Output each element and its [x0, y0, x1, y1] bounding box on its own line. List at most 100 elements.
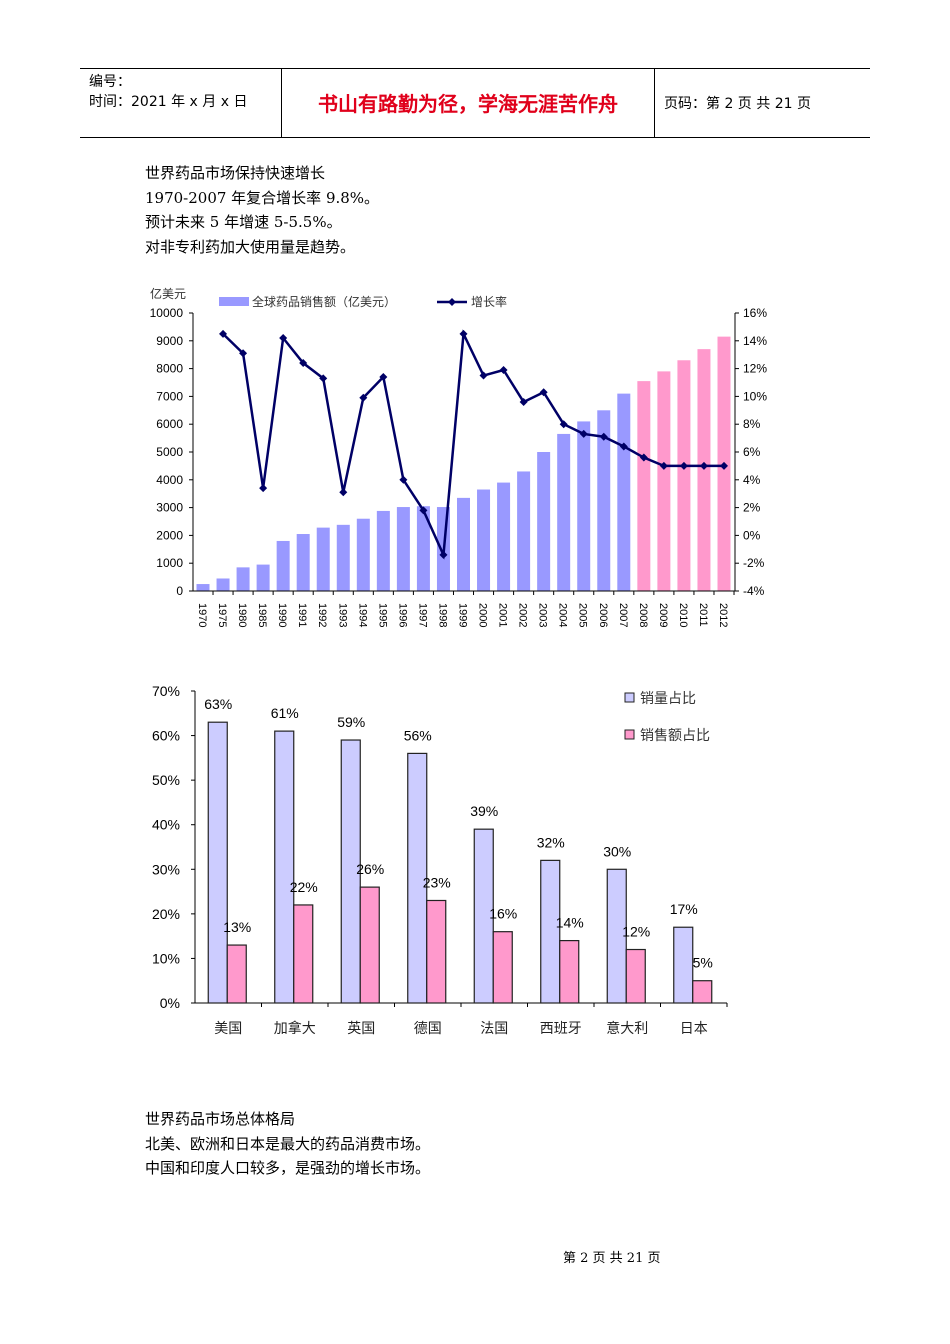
y-tick-label: 5000: [156, 445, 183, 459]
growth-marker: [679, 461, 688, 470]
y-axis-title: 亿美元: [150, 286, 186, 301]
y2-tick-label: 0%: [743, 528, 761, 542]
volume-share-bar: [540, 859, 561, 1004]
growth-marker: [219, 329, 228, 338]
outro-line: 世界药品市场总体格局: [145, 1110, 296, 1128]
sales-bar: [577, 421, 591, 591]
y-tick-label: 4000: [156, 473, 183, 487]
x-tick-label: 1996: [396, 603, 408, 627]
outro-line: 北美、欧洲和日本是最大的药品消费市场。: [145, 1135, 431, 1153]
page-header: 编号： 时间：2021 年 x 月 x 日 书山有路勤为径，学海无涯苦作舟 页码…: [80, 68, 870, 138]
sales-bar: [416, 506, 430, 591]
data-label: 5%: [693, 955, 713, 971]
x-tick-label: 1970: [196, 603, 208, 627]
x-tick-label: 西班牙: [540, 1020, 582, 1036]
y-tick-label: 70%: [152, 683, 180, 699]
volume-share-bar: [207, 721, 228, 1004]
outro-line: 中国和印度人口较多，是强劲的增长市场。: [145, 1159, 431, 1177]
y2-tick-label: 12%: [743, 362, 767, 376]
y-tick-label: 0%: [160, 995, 180, 1011]
sales-bar: [497, 482, 511, 591]
x-tick-label: 1999: [457, 603, 469, 627]
data-label: 59%: [337, 714, 365, 730]
growth-marker: [699, 461, 708, 470]
sales-bar: [216, 578, 230, 591]
x-tick-label: 2002: [517, 603, 529, 627]
value-share-bar: [559, 939, 580, 1004]
sales-bar: [236, 567, 250, 591]
growth-marker: [279, 334, 288, 343]
data-label: 22%: [290, 879, 318, 895]
x-tick-label: 2009: [657, 603, 669, 627]
sales-bar: [597, 410, 611, 591]
y-tick-label: 0: [176, 584, 183, 598]
data-label: 16%: [489, 906, 517, 922]
legend-label: 销售额占比: [640, 727, 710, 743]
data-label: 26%: [356, 861, 384, 877]
sales-bar: [617, 393, 631, 591]
y2-tick-label: 14%: [743, 334, 767, 348]
intro-line: 对非专利药加大使用量是趋势。: [145, 238, 356, 256]
growth-marker: [499, 365, 508, 374]
growth-marker: [579, 429, 588, 438]
y-tick-label: 20%: [152, 906, 180, 922]
x-tick-label: 1998: [436, 603, 448, 627]
volume-share-bar: [407, 752, 428, 1004]
volume-share-bar: [340, 739, 361, 1004]
growth-line: [222, 329, 724, 560]
legend-label: 销量占比: [640, 690, 696, 706]
sales-bar: [296, 534, 310, 591]
data-label: 14%: [556, 915, 584, 931]
x-tick-label: 2008: [637, 603, 649, 627]
intro-line: 1970-2007 年复合增长率 9.8%。: [145, 189, 380, 207]
value-share-bar: [359, 886, 380, 1004]
data-label: 30%: [603, 843, 631, 859]
growth-marker: [619, 442, 628, 451]
x-tick-label: 加拿大: [274, 1020, 316, 1036]
sales-bar: [457, 497, 470, 591]
volume-share-bar: [473, 828, 494, 1004]
sales-bar: [677, 360, 691, 591]
sales-bar: [477, 489, 491, 591]
number-label: 编号：: [89, 74, 131, 90]
growth-marker: [720, 461, 728, 470]
sales-bar: [276, 540, 290, 591]
intro-line: 预计未来 5 年增速 5-5.5%。: [145, 213, 342, 231]
header-meta: 编号： 时间：2021 年 x 月 x 日: [80, 69, 282, 137]
growth-marker: [339, 488, 348, 497]
y2-tick-label: 2%: [743, 501, 761, 515]
page-footer: 第 2 页 共 21 页: [563, 1251, 661, 1266]
data-label: 39%: [470, 803, 498, 819]
x-tick-label: 1995: [376, 603, 388, 627]
data-label: 23%: [423, 874, 451, 890]
value-share-bar: [692, 980, 713, 1004]
sales-bar: [356, 518, 370, 591]
x-tick-label: 法国: [480, 1020, 508, 1036]
sales-bar: [376, 510, 390, 591]
y-tick-label: 3000: [156, 501, 183, 515]
y-tick-label: 50%: [152, 772, 180, 788]
x-tick-label: 2001: [497, 603, 509, 627]
growth-marker: [639, 453, 648, 462]
sales-bar: [517, 471, 531, 591]
legend-swatch-sales: [219, 297, 249, 306]
sales-bar: [557, 433, 571, 591]
header-page-info: 页码：第 2 页 共 21 页: [664, 96, 811, 112]
x-tick-label: 1992: [316, 603, 328, 627]
growth-marker: [259, 484, 268, 493]
x-tick-label: 1994: [356, 603, 368, 627]
x-tick-label: 意大利: [606, 1020, 648, 1036]
sales-bar: [637, 381, 651, 591]
volume-share-bar: [606, 868, 627, 1004]
y2-tick-label: 8%: [743, 417, 761, 431]
sales-bar: [657, 371, 671, 591]
x-tick-label: 德国: [414, 1020, 442, 1036]
y-tick-label: 10000: [150, 306, 184, 320]
legend-label-growth: 增长率: [471, 294, 507, 309]
growth-marker: [299, 359, 308, 368]
growth-marker: [599, 432, 608, 441]
sales-bar: [196, 584, 210, 591]
x-tick-label: 2012: [717, 603, 729, 627]
data-label: 12%: [622, 924, 650, 940]
